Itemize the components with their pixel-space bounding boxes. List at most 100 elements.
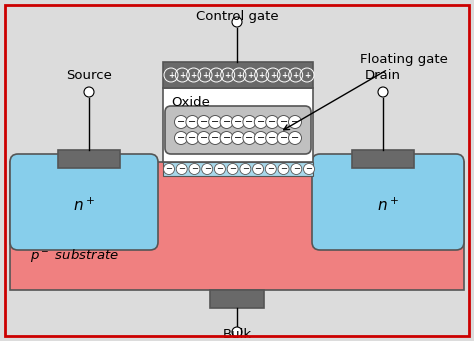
Circle shape [265, 163, 276, 175]
Text: −: − [204, 164, 210, 174]
Text: −: − [246, 133, 254, 143]
Text: +: + [236, 71, 242, 79]
Text: Control gate: Control gate [196, 10, 278, 23]
Circle shape [231, 116, 245, 129]
Text: +: + [281, 71, 287, 79]
Circle shape [174, 132, 188, 145]
Text: −: − [293, 164, 300, 174]
Circle shape [231, 132, 245, 145]
Circle shape [220, 132, 233, 145]
Bar [163, 62, 313, 88]
Text: +: + [202, 71, 208, 79]
Text: −: − [234, 117, 242, 127]
Circle shape [266, 132, 279, 145]
Circle shape [291, 163, 302, 175]
Circle shape [174, 116, 188, 129]
Circle shape [266, 116, 279, 129]
Circle shape [186, 116, 199, 129]
Text: −: − [188, 133, 196, 143]
Text: −: − [211, 133, 219, 143]
Text: −: − [257, 117, 265, 127]
Text: −: − [200, 133, 208, 143]
Text: $n^+$: $n^+$ [377, 196, 399, 214]
Circle shape [253, 163, 264, 175]
Text: −: − [229, 164, 236, 174]
Circle shape [278, 163, 289, 175]
Text: −: − [280, 133, 288, 143]
Text: −: − [257, 133, 265, 143]
Text: +: + [168, 71, 174, 79]
Text: −: − [306, 164, 312, 174]
Text: Bulk: Bulk [222, 328, 252, 341]
Circle shape [201, 163, 213, 175]
Circle shape [164, 163, 174, 175]
Text: −: − [177, 133, 185, 143]
Circle shape [240, 163, 251, 175]
Circle shape [197, 116, 210, 129]
Text: $p^-$ substrate: $p^-$ substrate [30, 247, 119, 264]
FancyBboxPatch shape [10, 154, 158, 250]
FancyBboxPatch shape [165, 106, 311, 154]
Text: +: + [213, 71, 219, 79]
Text: +: + [179, 71, 185, 79]
Text: −: − [200, 117, 208, 127]
Text: −: − [188, 117, 196, 127]
Text: −: − [191, 164, 198, 174]
Text: $n^+$: $n^+$ [73, 196, 95, 214]
Text: −: − [222, 117, 231, 127]
Circle shape [209, 132, 222, 145]
Circle shape [209, 116, 222, 129]
Text: +: + [304, 71, 310, 79]
Text: Floating gate: Floating gate [284, 54, 448, 130]
Circle shape [214, 163, 226, 175]
Circle shape [289, 116, 301, 129]
Bar [58, 150, 120, 168]
Circle shape [378, 87, 388, 97]
Bar [163, 88, 313, 162]
Circle shape [289, 132, 301, 145]
Circle shape [243, 132, 256, 145]
Text: −: − [268, 133, 276, 143]
Text: −: − [267, 164, 274, 174]
Text: −: − [291, 133, 299, 143]
Circle shape [303, 163, 315, 175]
Text: −: − [165, 164, 173, 174]
Circle shape [189, 163, 200, 175]
Text: −: − [234, 133, 242, 143]
Text: +: + [191, 71, 197, 79]
Text: Oxide: Oxide [171, 96, 210, 109]
Circle shape [197, 132, 210, 145]
Text: Source: Source [66, 69, 112, 82]
Circle shape [277, 116, 290, 129]
Circle shape [243, 116, 256, 129]
Text: −: − [291, 117, 299, 127]
Bar [352, 150, 414, 168]
Circle shape [176, 163, 187, 175]
Bar [210, 290, 264, 308]
Text: −: − [178, 164, 185, 174]
Text: −: − [280, 164, 287, 174]
Bar [10, 162, 464, 290]
Bar [163, 162, 313, 176]
Circle shape [186, 132, 199, 145]
Text: Drain: Drain [365, 69, 401, 82]
Text: +: + [292, 71, 299, 79]
Circle shape [84, 87, 94, 97]
Text: −: − [242, 164, 249, 174]
Text: +: + [258, 71, 265, 79]
Text: −: − [268, 117, 276, 127]
Circle shape [227, 163, 238, 175]
Text: −: − [280, 117, 288, 127]
Circle shape [232, 327, 242, 337]
Text: −: − [246, 117, 254, 127]
Text: −: − [211, 117, 219, 127]
Text: −: − [217, 164, 223, 174]
Text: −: − [177, 117, 185, 127]
Text: −: − [222, 133, 231, 143]
Circle shape [220, 116, 233, 129]
Text: +: + [247, 71, 254, 79]
FancyBboxPatch shape [312, 154, 464, 250]
Circle shape [254, 132, 267, 145]
Circle shape [232, 17, 242, 27]
Circle shape [277, 132, 290, 145]
